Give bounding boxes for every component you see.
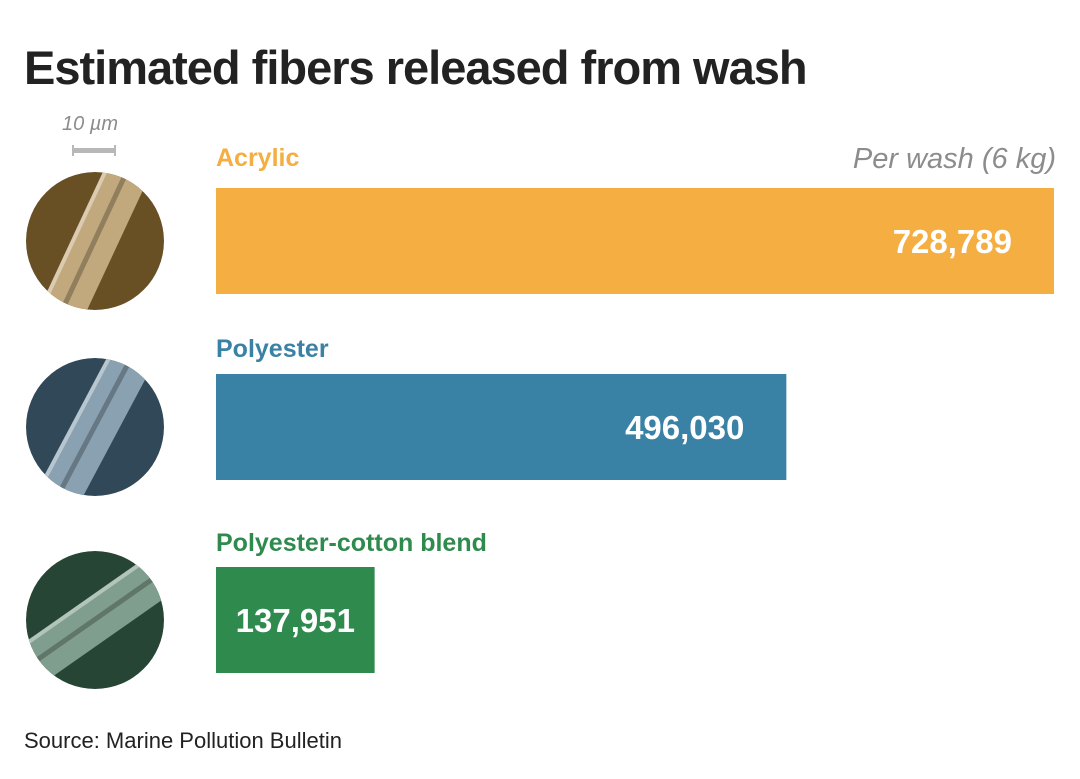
category-label-1: Polyester (216, 335, 329, 363)
category-label-2: Polyester-cotton blend (216, 529, 487, 557)
scale-label: 10 µm (62, 113, 118, 135)
chart-subtitle: Per wash (6 kg) (852, 143, 1056, 175)
value-label-2: 137,951 (236, 602, 355, 639)
bar-acrylic (216, 188, 1054, 294)
scale-bar (72, 145, 116, 156)
bar-polyester (216, 374, 787, 480)
chart-title: Estimated fibers released from wash (24, 41, 808, 94)
source-note: Source: Marine Pollution Bulletin (24, 728, 342, 753)
value-label-1: 496,030 (625, 409, 744, 446)
fiber-image-0 (26, 172, 164, 310)
fiber-image-1 (26, 358, 164, 496)
bar-polyester-cotton-blend (216, 567, 375, 673)
value-label-0: 728,789 (893, 223, 1012, 260)
category-label-0: Acrylic (216, 144, 299, 172)
fiber-image-2 (26, 551, 164, 689)
